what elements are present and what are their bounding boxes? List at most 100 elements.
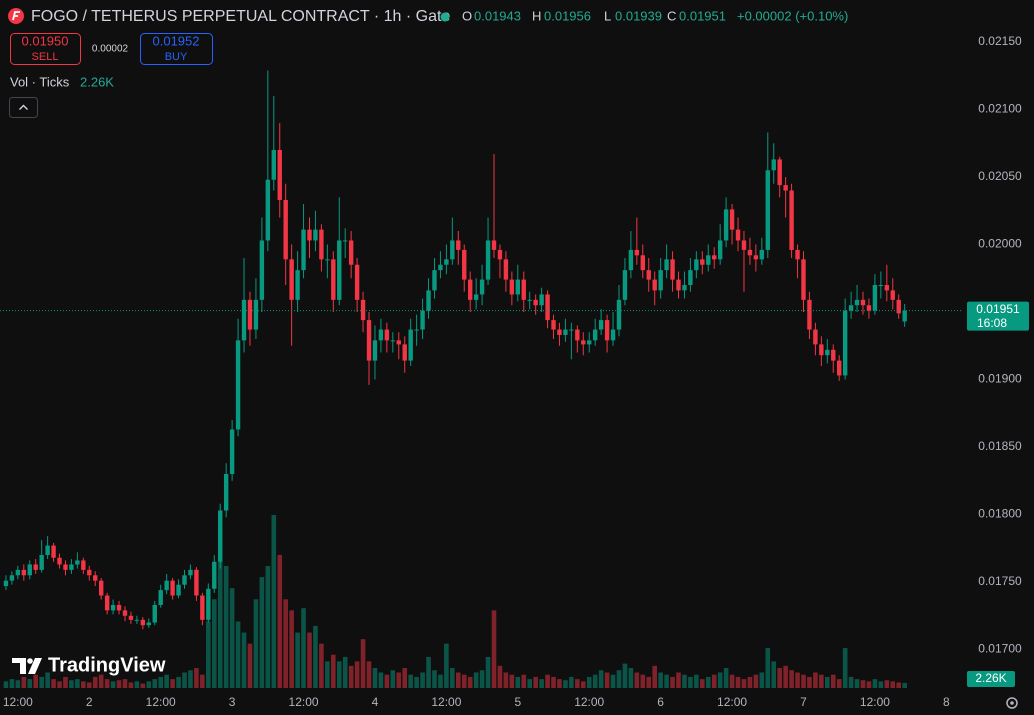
volume-bar bbox=[580, 681, 586, 688]
sell-price[interactable]: 0.01950 bbox=[22, 33, 69, 48]
candle-body bbox=[622, 270, 628, 300]
volume-bar bbox=[57, 681, 62, 688]
volume-bar bbox=[158, 676, 163, 688]
y-tick-label: 0.02150 bbox=[978, 34, 1022, 48]
candle-body bbox=[343, 240, 348, 242]
chart-title: FOGO / TETHERUS PERPETUAL CONTRACT · 1h … bbox=[31, 8, 450, 25]
collapse-icon[interactable] bbox=[19, 104, 28, 110]
volume-bar bbox=[842, 648, 848, 688]
y-tick-label: 0.02100 bbox=[978, 102, 1022, 116]
volume-bar bbox=[39, 676, 44, 688]
volume-bar bbox=[229, 588, 235, 688]
volume-bar bbox=[33, 674, 39, 688]
sell-label[interactable]: SELL bbox=[32, 51, 59, 63]
settings-hub[interactable] bbox=[1010, 701, 1014, 705]
ohlc-value: 0.01956 bbox=[544, 8, 591, 23]
candle-body bbox=[301, 229, 306, 271]
candle-body bbox=[884, 285, 890, 291]
candle-body bbox=[69, 564, 74, 570]
settings-ring[interactable] bbox=[1006, 697, 1018, 709]
candle-body bbox=[140, 619, 146, 626]
volume-bar bbox=[247, 643, 253, 688]
candle-body bbox=[33, 564, 38, 570]
volume-bar bbox=[670, 676, 675, 688]
candle-body bbox=[354, 264, 360, 300]
candle-body bbox=[21, 569, 27, 576]
candle-body bbox=[15, 569, 21, 576]
volume-bar bbox=[146, 681, 152, 688]
candle-body bbox=[444, 259, 449, 265]
volume-bar bbox=[622, 663, 628, 688]
candle-body bbox=[212, 561, 217, 589]
buy-price[interactable]: 0.01952 bbox=[153, 33, 200, 48]
volume-bar bbox=[700, 679, 705, 688]
volume-bar bbox=[884, 680, 890, 688]
candle-body bbox=[616, 299, 622, 330]
volume-bar bbox=[384, 674, 390, 688]
brand-mark bbox=[12, 658, 26, 674]
volume-bar bbox=[866, 681, 872, 688]
volume-bar bbox=[336, 661, 342, 688]
candle-body bbox=[842, 310, 848, 376]
brand-name: TradingView bbox=[48, 654, 166, 676]
candle-body bbox=[515, 279, 521, 295]
volume-bar bbox=[741, 679, 747, 688]
candle-body bbox=[890, 290, 895, 300]
volume-bar bbox=[467, 676, 473, 688]
volume-bar bbox=[539, 679, 544, 688]
settings-icon[interactable] bbox=[1006, 697, 1018, 709]
volume-bar bbox=[455, 672, 461, 688]
candle-body bbox=[134, 619, 140, 621]
volume-bar bbox=[860, 680, 866, 688]
candle-body bbox=[348, 240, 354, 265]
volume-bar bbox=[711, 674, 717, 688]
candle-body bbox=[795, 249, 800, 260]
status-dot bbox=[440, 12, 450, 22]
volume-bar bbox=[551, 676, 556, 688]
volume-bar bbox=[759, 672, 765, 688]
x-tick-label: 12:00 bbox=[146, 695, 176, 709]
sell-button[interactable] bbox=[10, 33, 81, 65]
x-tick-label: 12:00 bbox=[717, 695, 747, 709]
candle-body bbox=[241, 299, 247, 341]
candle-body bbox=[801, 259, 806, 300]
candle-body bbox=[854, 299, 860, 306]
candle-body bbox=[825, 349, 830, 356]
candle-body bbox=[628, 249, 634, 271]
candle-body bbox=[337, 240, 342, 300]
candle-body bbox=[503, 259, 509, 280]
volume-bar bbox=[575, 679, 580, 688]
volume-bar bbox=[122, 679, 128, 688]
volume-value-axis-label: 2.26K bbox=[975, 671, 1006, 685]
volume-bar bbox=[188, 670, 193, 688]
candle-body bbox=[432, 270, 437, 291]
volume-bar bbox=[313, 625, 318, 688]
volume-bar bbox=[342, 656, 348, 688]
candle-body bbox=[313, 229, 318, 241]
symbol-logo-mark bbox=[12, 11, 20, 21]
volume-bar bbox=[81, 681, 86, 688]
volume-bar bbox=[729, 674, 735, 688]
volume-bar bbox=[676, 672, 681, 688]
y-tick-label: 0.01700 bbox=[978, 642, 1022, 656]
candle-body bbox=[467, 279, 473, 300]
candle-body bbox=[235, 340, 241, 430]
volume-bar bbox=[497, 665, 503, 688]
y-tick-label: 0.01750 bbox=[978, 574, 1022, 588]
x-tick-label: 12:00 bbox=[3, 695, 33, 709]
volume-bar bbox=[616, 670, 622, 688]
collapse-button[interactable] bbox=[9, 97, 38, 118]
candle-body bbox=[741, 240, 747, 250]
candle-body bbox=[378, 329, 384, 341]
candle-body bbox=[866, 305, 872, 311]
candle-body bbox=[408, 329, 413, 361]
x-tick-label: 12:00 bbox=[574, 695, 604, 709]
candle-body bbox=[694, 259, 699, 271]
candle-body bbox=[128, 615, 134, 620]
candle-body bbox=[789, 190, 794, 250]
buy-label[interactable]: BUY bbox=[165, 51, 188, 63]
x-tick-label: 4 bbox=[372, 695, 379, 709]
candle-body bbox=[682, 285, 687, 291]
volume-bar bbox=[438, 674, 443, 688]
buy-button[interactable] bbox=[140, 33, 213, 65]
